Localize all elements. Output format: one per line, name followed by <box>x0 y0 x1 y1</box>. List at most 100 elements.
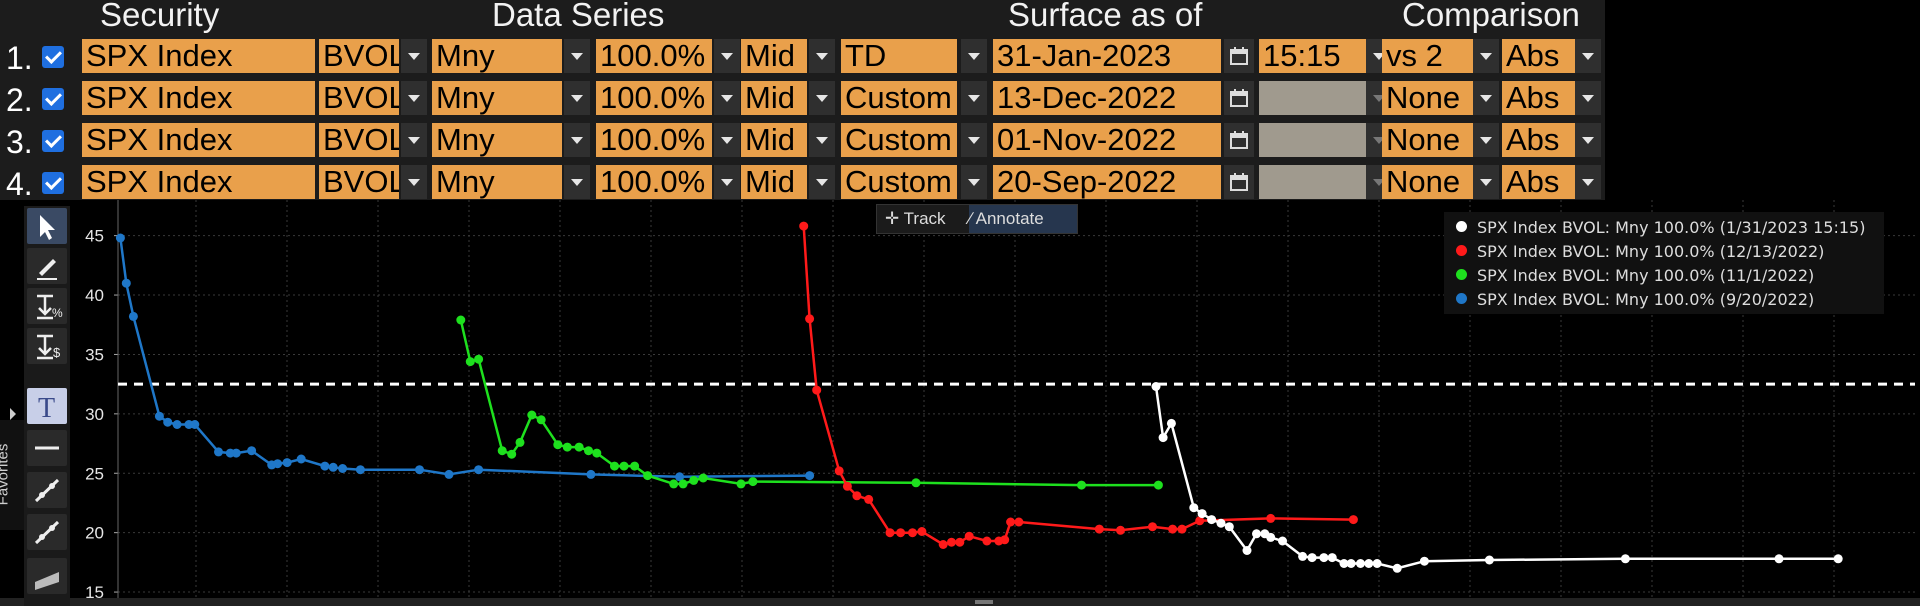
chevron-down-icon[interactable] <box>564 39 590 73</box>
compare-field[interactable]: vs 2 <box>1382 39 1473 73</box>
chevron-down-icon[interactable] <box>564 123 590 157</box>
annotate-button[interactable]: ∕ Annotate <box>969 205 1077 233</box>
chevron-down-icon[interactable] <box>714 81 740 115</box>
time-field[interactable]: 15:15 <box>1259 39 1383 73</box>
chevron-down-icon[interactable] <box>1575 123 1601 157</box>
side-field[interactable]: Mid <box>741 81 807 115</box>
data-point <box>190 420 200 429</box>
calendar-icon[interactable] <box>1224 123 1254 157</box>
field-field[interactable]: BVOL <box>319 123 399 157</box>
data-point <box>852 491 862 501</box>
time-field[interactable] <box>1259 165 1383 199</box>
chevron-down-icon[interactable] <box>1575 165 1601 199</box>
moneyness-field[interactable]: 100.0% <box>596 81 712 115</box>
series-line-3 <box>802 226 1354 546</box>
chevron-down-icon[interactable] <box>564 81 590 115</box>
field-field[interactable]: BVOL <box>319 81 399 115</box>
percent-tool-icon[interactable]: % <box>27 288 67 324</box>
mode-field[interactable]: Mny <box>432 123 562 157</box>
calendar-icon[interactable] <box>1224 165 1254 199</box>
chevron-down-icon[interactable] <box>1473 165 1499 199</box>
svg-text:%: % <box>52 306 63 320</box>
chevron-down-icon[interactable] <box>809 39 835 73</box>
moneyness-field[interactable]: 100.0% <box>596 165 712 199</box>
range-field[interactable]: Custom <box>841 165 957 199</box>
chevron-down-icon[interactable] <box>1575 39 1601 73</box>
channel-icon[interactable] <box>27 514 67 550</box>
row-checkbox[interactable] <box>42 46 64 68</box>
pen-icon[interactable] <box>27 248 67 284</box>
calc-field[interactable]: Abs <box>1502 123 1586 157</box>
legend-swatch <box>1456 221 1467 232</box>
dollar-tool-icon[interactable]: $ <box>27 328 67 364</box>
chevron-down-icon[interactable] <box>809 123 835 157</box>
trend-line-icon[interactable] <box>27 472 67 508</box>
security-field[interactable]: SPX Index <box>82 39 315 73</box>
chevron-down-icon[interactable] <box>1575 81 1601 115</box>
field-field[interactable]: BVOL <box>319 165 399 199</box>
security-field[interactable]: SPX Index <box>82 123 315 157</box>
y-tick-label: 25 <box>85 464 104 483</box>
date-field[interactable]: 31-Jan-2023 <box>993 39 1221 73</box>
calendar-icon[interactable] <box>1224 81 1254 115</box>
chevron-down-icon[interactable] <box>714 39 740 73</box>
data-point <box>1346 559 1356 568</box>
mode-field[interactable]: Mny <box>432 165 562 199</box>
pointer-icon[interactable] <box>27 208 67 244</box>
field-field[interactable]: BVOL <box>319 39 399 73</box>
chevron-down-icon[interactable] <box>401 123 427 157</box>
chevron-down-icon[interactable] <box>401 81 427 115</box>
calc-field[interactable]: Abs <box>1502 165 1586 199</box>
row-checkbox[interactable] <box>42 88 64 110</box>
compare-field[interactable]: None <box>1382 165 1473 199</box>
chevron-down-icon[interactable] <box>401 39 427 73</box>
series-line-2 <box>459 319 1159 487</box>
row-checkbox[interactable] <box>42 172 64 194</box>
side-field[interactable]: Mid <box>741 39 807 73</box>
chevron-down-icon[interactable] <box>809 81 835 115</box>
data-point <box>1372 559 1382 568</box>
text-tool-icon[interactable]: T <box>27 388 67 424</box>
chevron-down-icon[interactable] <box>961 165 987 199</box>
rectangle-icon[interactable] <box>27 558 67 594</box>
series-row-4: 4. SPX Index BVOL Mny 100.0% Mid Custom 20-Sep-… <box>0 164 1605 202</box>
volatility-chart[interactable]: 15 20 25 30 35 40 45 <box>0 200 1920 606</box>
compare-field[interactable]: None <box>1382 81 1473 115</box>
compare-field[interactable]: None <box>1382 123 1473 157</box>
data-point <box>885 528 895 538</box>
row-checkbox[interactable] <box>42 130 64 152</box>
chevron-down-icon[interactable] <box>564 165 590 199</box>
moneyness-field[interactable]: 100.0% <box>596 39 712 73</box>
chevron-down-icon[interactable] <box>1473 123 1499 157</box>
calendar-icon[interactable] <box>1224 39 1254 73</box>
range-field[interactable]: Custom <box>841 123 957 157</box>
chevron-down-icon[interactable] <box>1473 81 1499 115</box>
favorites-tab[interactable]: Favorites <box>0 420 24 530</box>
date-field[interactable]: 20-Sep-2022 <box>993 165 1221 199</box>
chevron-down-icon[interactable] <box>401 165 427 199</box>
chevron-down-icon[interactable] <box>809 165 835 199</box>
security-field[interactable]: SPX Index <box>82 165 315 199</box>
chevron-down-icon[interactable] <box>714 123 740 157</box>
security-field[interactable]: SPX Index <box>82 81 315 115</box>
date-field[interactable]: 01-Nov-2022 <box>993 123 1221 157</box>
moneyness-field[interactable]: 100.0% <box>596 123 712 157</box>
time-field[interactable] <box>1259 123 1383 157</box>
mode-field[interactable]: Mny <box>432 81 562 115</box>
calc-field[interactable]: Abs <box>1502 39 1586 73</box>
chevron-down-icon[interactable] <box>1473 39 1499 73</box>
chevron-down-icon[interactable] <box>961 123 987 157</box>
calc-field[interactable]: Abs <box>1502 81 1586 115</box>
date-field[interactable]: 13-Dec-2022 <box>993 81 1221 115</box>
chevron-down-icon[interactable] <box>961 39 987 73</box>
horizontal-line-icon[interactable] <box>27 430 67 466</box>
side-field[interactable]: Mid <box>741 165 807 199</box>
side-field[interactable]: Mid <box>741 123 807 157</box>
chevron-down-icon[interactable] <box>961 81 987 115</box>
range-field[interactable]: TD <box>841 39 957 73</box>
chevron-down-icon[interactable] <box>714 165 740 199</box>
track-button[interactable]: ✛ Track <box>885 205 971 233</box>
time-field[interactable] <box>1259 81 1383 115</box>
mode-field[interactable]: Mny <box>432 39 562 73</box>
range-field[interactable]: Custom <box>841 81 957 115</box>
